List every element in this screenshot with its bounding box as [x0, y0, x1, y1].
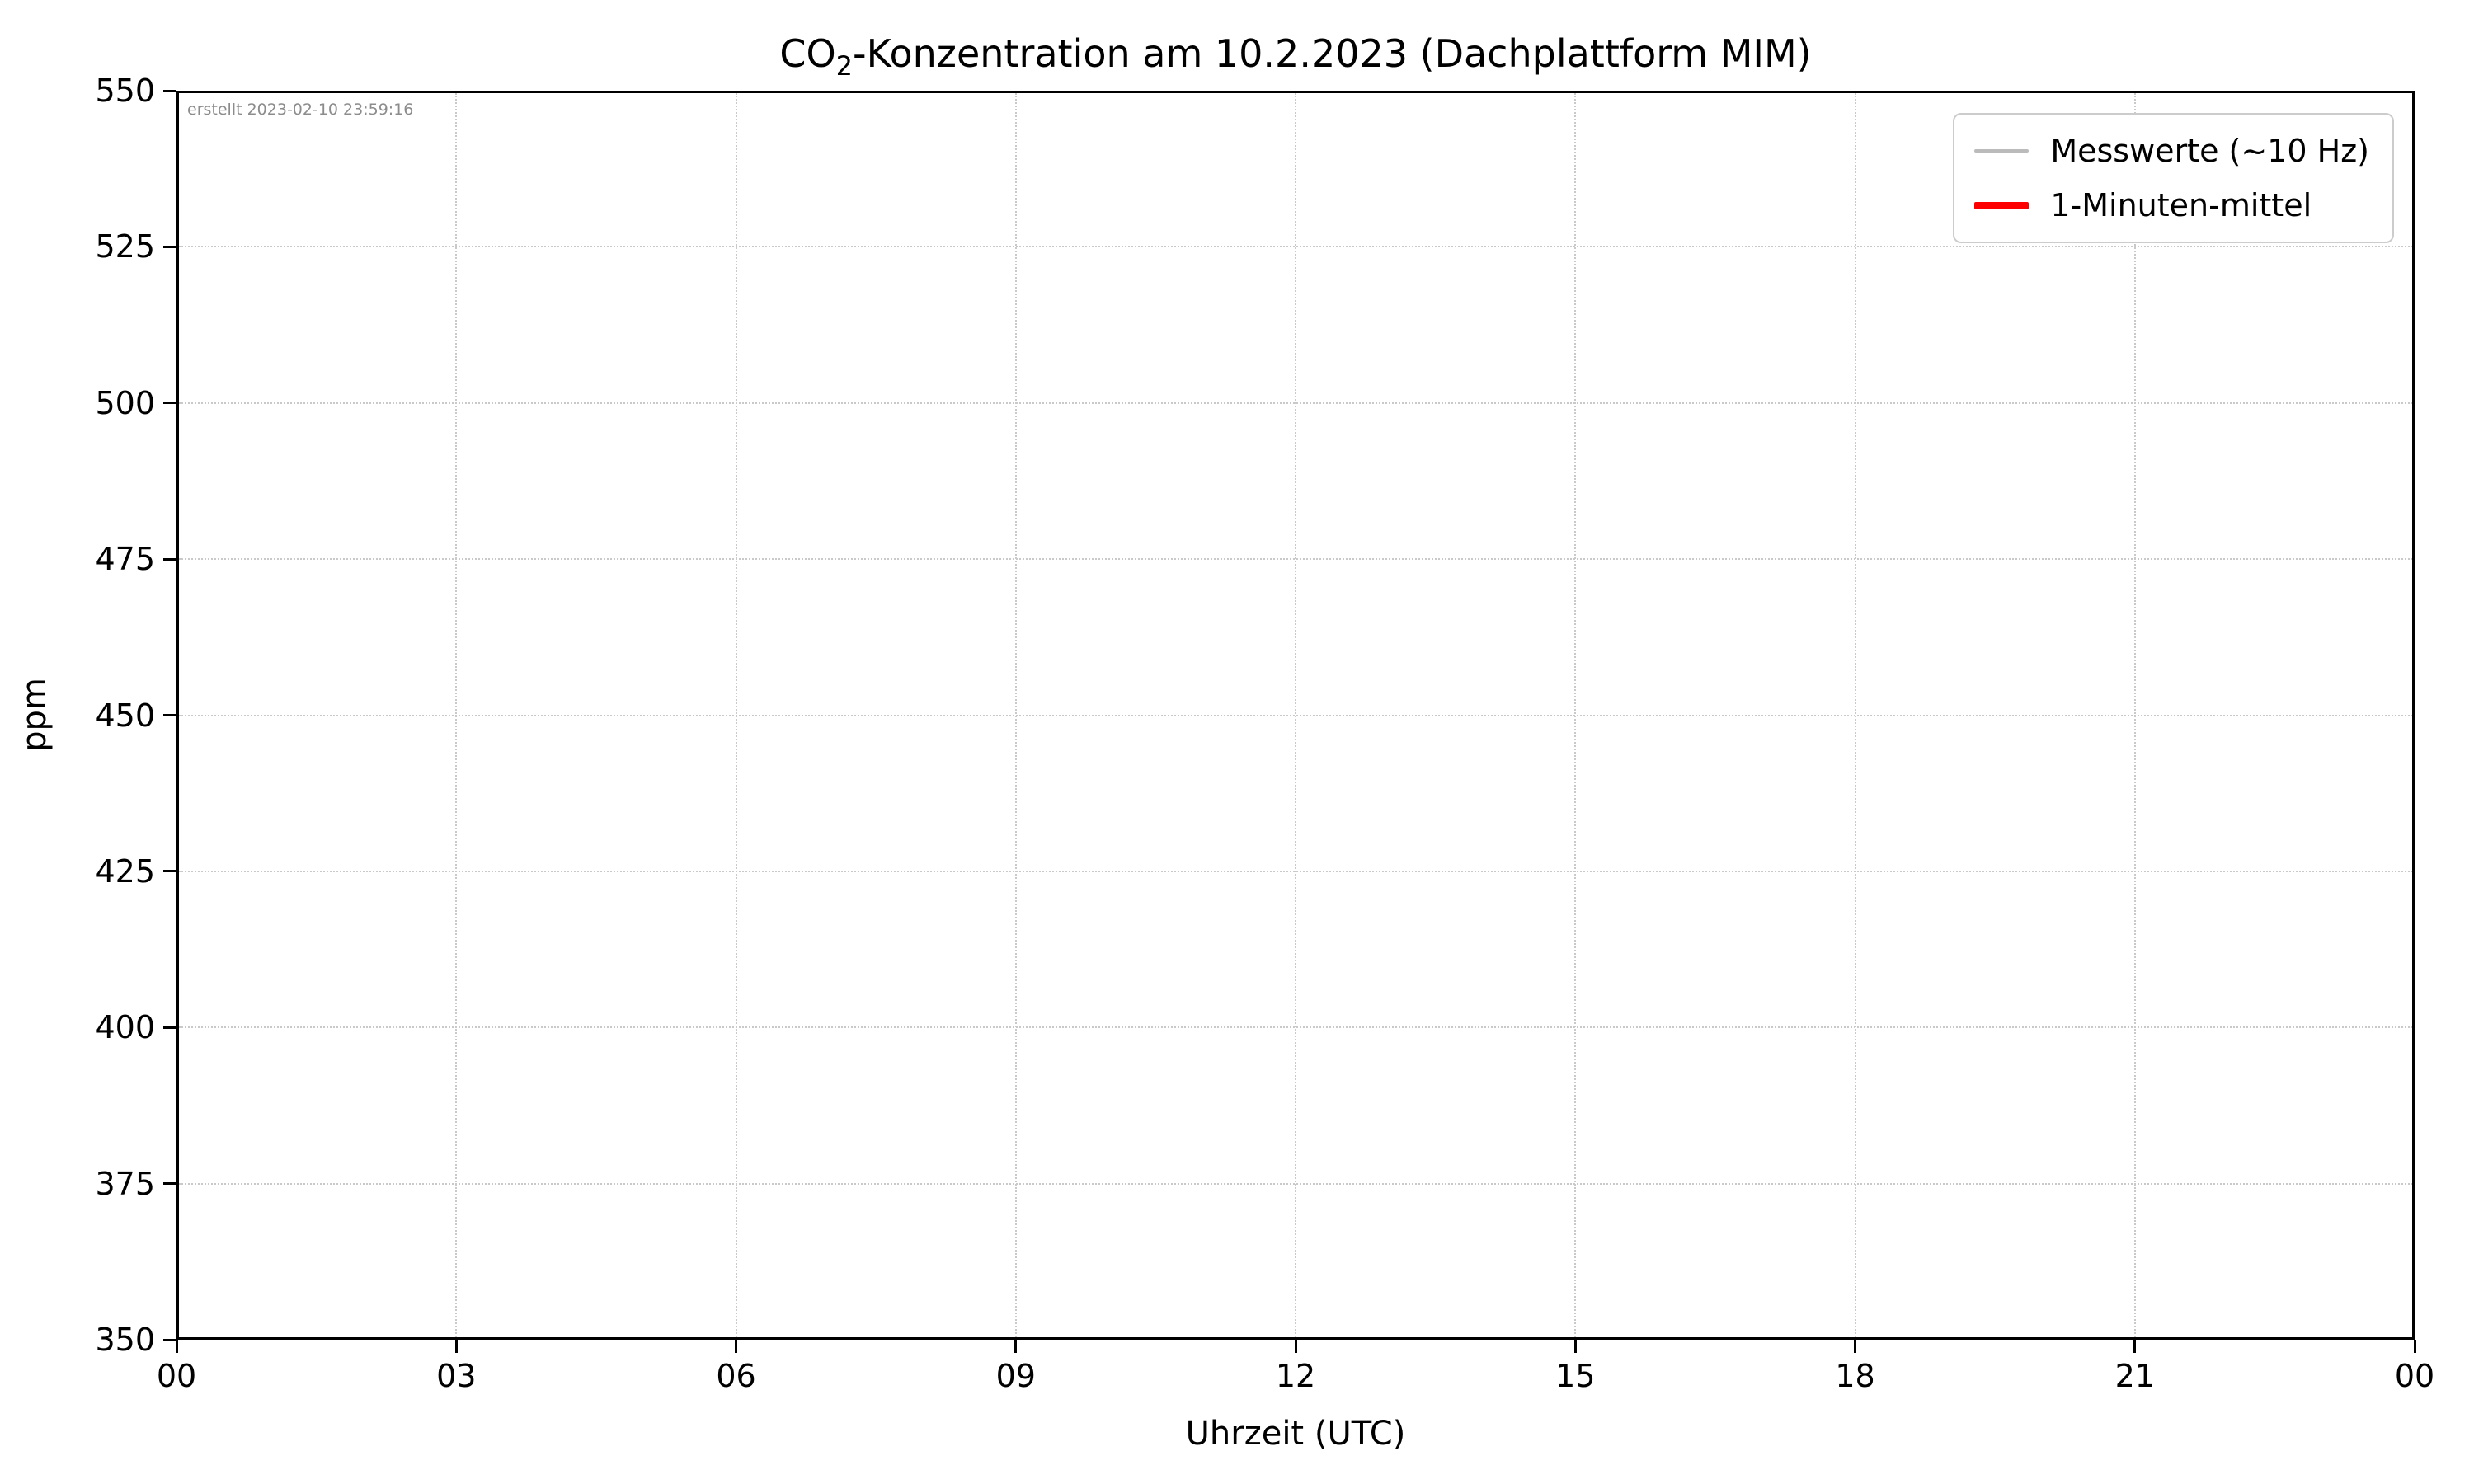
x-tick-mark [1014, 1340, 1018, 1353]
created-timestamp-note: erstellt 2023-02-10 23:59:16 [187, 101, 414, 119]
chart-title-prefix: CO [779, 31, 836, 76]
y-tick-label: 550 [95, 73, 155, 109]
x-tick-mark [1294, 1340, 1297, 1353]
y-tick-mark [163, 1026, 176, 1029]
x-tick-label: 18 [1835, 1358, 1875, 1394]
x-tick-mark [2413, 1340, 2416, 1353]
x-tick-mark [175, 1340, 178, 1353]
vertical-gridline [1574, 93, 1577, 1337]
y-tick-mark [163, 402, 176, 405]
vertical-gridline [455, 93, 458, 1337]
y-tick-label: 425 [95, 852, 155, 890]
x-tick-mark [1573, 1340, 1577, 1353]
vertical-gridline [2133, 93, 2136, 1337]
x-tick-mark [2133, 1340, 2137, 1353]
x-tick-label: 15 [1555, 1358, 1596, 1394]
x-tick-mark [1854, 1340, 1856, 1353]
chart-title-subscript: 2 [835, 50, 854, 82]
y-tick-label: 450 [95, 697, 155, 734]
y-tick-mark [163, 89, 176, 92]
x-tick-label: 12 [1275, 1358, 1316, 1394]
x-tick-label: 00 [156, 1358, 197, 1394]
vertical-gridline [735, 93, 737, 1337]
y-tick-mark [163, 1338, 176, 1341]
y-axis-label: ppm [16, 678, 54, 752]
x-axis-label: Uhrzeit (UTC) [1185, 1415, 1406, 1453]
legend-item: 1-Minuten-mittel [1974, 186, 2369, 225]
x-tick-mark [735, 1340, 737, 1353]
chart-title: CO2-Konzentration am 10.2.2023 (Dachplat… [176, 30, 2415, 82]
vertical-gridline [1014, 93, 1017, 1337]
legend-item-label: 1-Minuten-mittel [2050, 187, 2312, 223]
y-tick-label: 500 [95, 384, 155, 421]
y-tick-mark [163, 714, 176, 716]
legend: Messwerte (~10 Hz) 1-Minuten-mittel [1953, 113, 2394, 243]
legend-item-label: Messwerte (~10 Hz) [2050, 133, 2369, 169]
legend-line-sample [1974, 149, 2030, 153]
x-tick-label: 06 [716, 1358, 756, 1394]
vertical-gridline [1295, 93, 1296, 1337]
y-tick-mark [163, 245, 176, 248]
x-tick-mark [454, 1340, 458, 1353]
y-tick-label: 350 [95, 1322, 155, 1358]
y-tick-mark [163, 870, 176, 873]
chart-title-suffix: -Konzentration am 10.2.2023 (Dachplattfo… [853, 31, 1812, 76]
legend-line-sample [1974, 201, 2030, 209]
x-tick-label: 09 [995, 1358, 1036, 1394]
y-tick-mark [163, 557, 176, 561]
y-tick-label: 375 [95, 1165, 155, 1202]
plot-area: erstellt 2023-02-10 23:59:16 Messwerte (… [176, 91, 2415, 1340]
y-tick-label: 400 [95, 1009, 155, 1046]
legend-item: Messwerte (~10 Hz) [1974, 131, 2369, 171]
x-tick-label: 00 [2394, 1358, 2435, 1394]
x-tick-label: 21 [2114, 1358, 2155, 1394]
y-tick-mark [163, 1182, 176, 1186]
plot-series-layer [179, 93, 2412, 1337]
y-tick-label: 525 [95, 228, 155, 265]
y-tick-label: 475 [95, 541, 155, 578]
vertical-gridline [1854, 93, 1856, 1337]
x-tick-label: 03 [436, 1358, 477, 1394]
